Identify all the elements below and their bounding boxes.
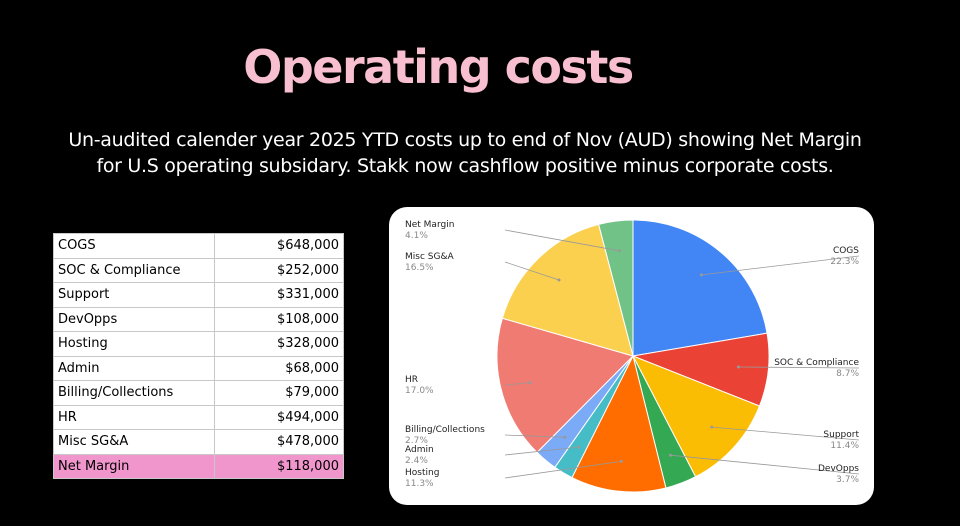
leader-line-soc-compliance	[738, 366, 860, 369]
net-margin-row: Net Margin $118,000	[53, 453, 344, 479]
cost-label: Hosting	[53, 331, 215, 357]
cost-label: HR	[53, 404, 215, 430]
leader-line-billing-collections	[504, 434, 565, 438]
table-row: HR $494,000	[53, 404, 344, 430]
leader-line-cogs	[701, 255, 860, 276]
page-title: Operating costs	[243, 40, 634, 94]
subtitle-line-2: for U.S operating subsidary. Stakk now c…	[96, 155, 834, 177]
pie-slice-support	[631, 355, 761, 478]
slice-pct-devopps: 3.7%	[836, 475, 859, 485]
table-row: Support $331,000	[53, 282, 344, 308]
slice-pct-billing-collections: 2.7%	[405, 436, 428, 446]
pie-slice-hr	[496, 317, 634, 454]
slice-label-net-margin: Net Margin	[405, 220, 454, 230]
leader-dot-devopps	[669, 453, 672, 457]
leader-line-misc-sg-a	[504, 261, 560, 281]
leader-dot-billing-collections	[563, 435, 567, 439]
cost-value: $79,000	[214, 380, 344, 406]
table-row: COGS $648,000	[53, 233, 344, 259]
pie-slice-hosting	[571, 354, 667, 493]
table-row: Admin $68,000	[53, 355, 344, 381]
slice-label-support: Support	[823, 430, 859, 440]
cost-label: DevOpps	[53, 306, 215, 332]
leader-line-hr	[504, 382, 531, 386]
leader-line-support	[711, 426, 860, 441]
table-row: SOC & Compliance $252,000	[53, 257, 344, 283]
table-row: DevOpps $108,000	[53, 306, 344, 332]
slice-label-soc-compliance: SOC & Compliance	[774, 358, 859, 368]
slice-label-admin: Admin	[405, 445, 434, 455]
leader-line-admin	[504, 446, 579, 456]
slice-label-hr: HR	[405, 375, 418, 385]
slice-pct-net-margin: 4.1%	[405, 231, 428, 241]
cost-value: $648,000	[214, 233, 344, 259]
slice-pct-hosting: 11.3%	[405, 479, 434, 489]
cost-label: Support	[53, 282, 215, 308]
cost-label: COGS	[53, 233, 215, 259]
slice-pct-soc-compliance: 8.7%	[836, 369, 859, 379]
leader-dot-misc-sg-a	[557, 278, 561, 282]
leader-dot-soc-compliance	[737, 365, 740, 369]
leader-dot-support	[710, 425, 714, 429]
cost-label: Admin	[53, 355, 215, 381]
slice-label-cogs: COGS	[833, 246, 859, 256]
leader-dot-hr	[528, 381, 532, 385]
leader-dot-cogs	[699, 273, 703, 277]
cost-value: $108,000	[214, 306, 344, 332]
leader-line-devopps	[670, 454, 860, 475]
slice-pct-support: 11.4%	[830, 441, 859, 451]
leader-dot-net-margin	[618, 249, 621, 253]
leader-line-hosting	[504, 461, 622, 479]
cost-label: Misc SG&A	[53, 429, 215, 455]
slice-label-misc-sg-a: Misc SG&A	[405, 252, 454, 262]
slice-pct-misc-sg-a: 16.5%	[405, 263, 434, 273]
pie-slice-cogs	[632, 219, 768, 357]
cost-value: $328,000	[214, 331, 344, 357]
pie-slice-net-margin	[598, 219, 634, 357]
cost-value: $478,000	[214, 429, 344, 455]
table-row: Misc SG&A $478,000	[53, 429, 344, 455]
page-subtitle: Un-audited calender year 2025 YTD costs …	[20, 127, 910, 179]
cost-value: $118,000	[214, 453, 344, 479]
cost-label: Net Margin	[53, 453, 215, 479]
slice-label-billing-collections: Billing/Collections	[405, 425, 485, 435]
subtitle-line-1: Un-audited calender year 2025 YTD costs …	[68, 129, 862, 151]
slice-label-devopps: DevOpps	[818, 464, 859, 474]
leader-line-net-margin	[504, 229, 620, 252]
pie-chart-card: COGS 22.3% SOC & Compliance 8.7% Support 11.4…	[389, 207, 874, 505]
table-row: Billing/Collections $79,000	[53, 380, 344, 406]
slice-pct-cogs: 22.3%	[830, 257, 859, 267]
leader-dot-hosting	[619, 459, 623, 463]
slice-pct-hr: 17.0%	[405, 386, 434, 396]
slice-label-hosting: Hosting	[405, 468, 439, 478]
cost-value: $331,000	[214, 282, 344, 308]
table-row: Hosting $328,000	[53, 331, 344, 357]
cost-value: $68,000	[214, 355, 344, 381]
cost-label: SOC & Compliance	[53, 257, 215, 283]
cost-value: $252,000	[214, 257, 344, 283]
pie-slice-misc-sg-a	[501, 223, 634, 357]
slice-pct-admin: 2.4%	[405, 456, 428, 466]
cost-label: Billing/Collections	[53, 380, 215, 406]
leader-dot-admin	[577, 445, 581, 449]
cost-table: COGS $648,000 SOC & Compliance $252,000 Su…	[53, 233, 344, 479]
cost-value: $494,000	[214, 404, 344, 430]
